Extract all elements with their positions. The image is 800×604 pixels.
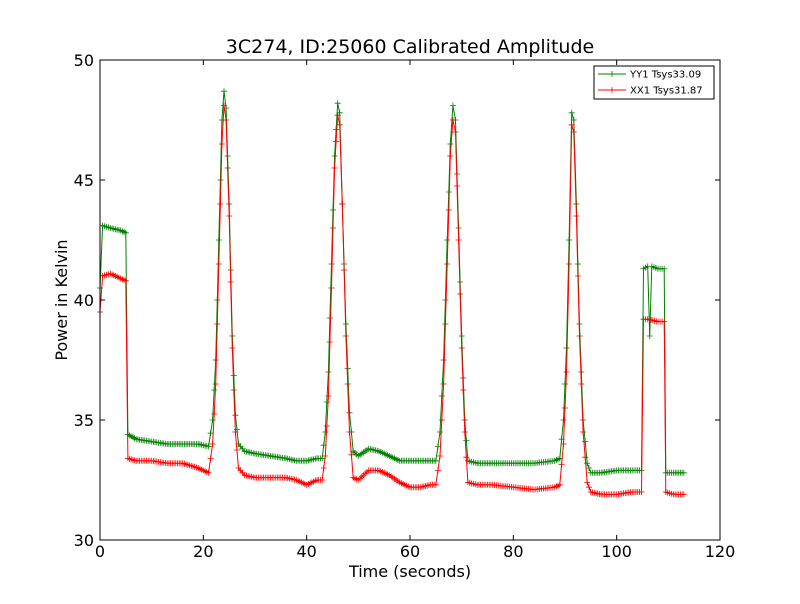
series-1 — [97, 102, 687, 498]
x-tick-label: 60 — [400, 542, 420, 561]
series-line — [99, 91, 684, 474]
x-tick-label: 0 — [95, 542, 105, 561]
y-axis-label: Power in Kelvin — [52, 239, 71, 360]
tick-layer: 0 20 40 60 80 100 120 30 35 40 45 50 — [74, 51, 736, 561]
legend-label: XX1 Tsys31.87 — [630, 86, 703, 97]
y-tick-label: 45 — [74, 171, 94, 190]
x-axis-label: Time (seconds) — [348, 562, 471, 581]
series-line — [99, 105, 684, 495]
legend-box — [593, 65, 715, 100]
legend-label: YY1 Tsys33.09 — [629, 70, 701, 81]
legend-marker — [609, 87, 615, 93]
x-tick-label: 100 — [601, 542, 632, 561]
y-tick-label: 50 — [74, 51, 94, 70]
legend: YY1 Tsys33.09 XX1 Tsys31.87 — [593, 65, 715, 100]
y-tick-label: 35 — [74, 411, 94, 430]
x-tick-label: 40 — [296, 542, 316, 561]
x-tick-label: 120 — [705, 542, 736, 561]
series-markers — [97, 88, 687, 476]
series-markers — [97, 102, 687, 498]
legend-marker — [609, 71, 615, 77]
series-0 — [97, 88, 687, 476]
y-tick-label: 30 — [74, 531, 94, 550]
series-layer — [97, 88, 687, 498]
x-tick-label: 20 — [193, 542, 213, 561]
y-tick-label: 40 — [74, 291, 94, 310]
chart-title: 3C274, ID:25060 Calibrated Amplitude — [226, 36, 594, 58]
x-tick-label: 80 — [503, 542, 523, 561]
